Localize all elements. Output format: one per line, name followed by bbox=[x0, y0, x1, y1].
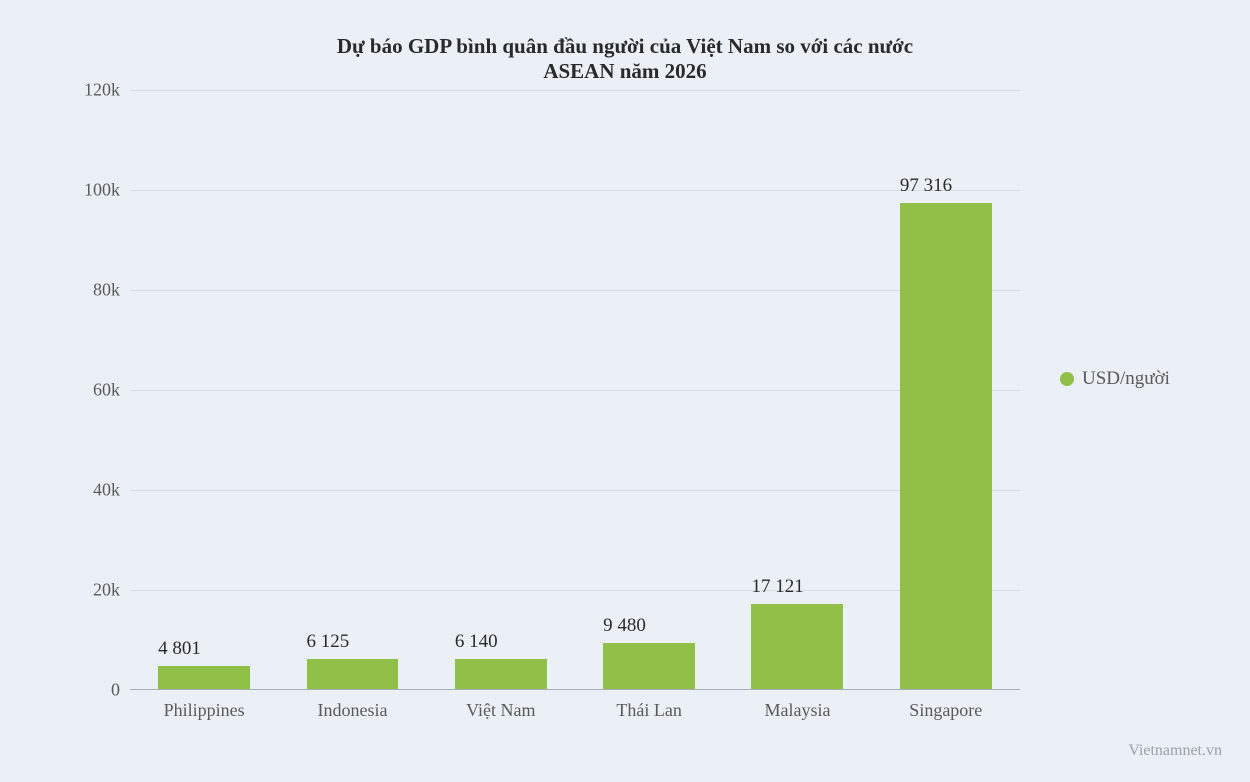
y-tick-label: 120k bbox=[84, 80, 120, 101]
chart-container: Dự báo GDP bình quân đầu người của Việt … bbox=[0, 0, 1250, 782]
legend-label: USD/người bbox=[1082, 368, 1170, 390]
bar-slot: 97 316Singapore bbox=[872, 90, 1020, 690]
bar-rect: 6 125 bbox=[307, 659, 399, 690]
bar-value-label: 6 140 bbox=[455, 631, 498, 653]
bar-value-label: 6 125 bbox=[307, 631, 350, 653]
bar-slot: 6 140Việt Nam bbox=[427, 90, 575, 690]
bar-slot: 9 480Thái Lan bbox=[575, 90, 723, 690]
bar-value-label: 97 316 bbox=[900, 175, 952, 197]
y-tick-label: 80k bbox=[93, 280, 120, 301]
bars-row: 4 801Philippines6 125Indonesia6 140Việt … bbox=[130, 90, 1020, 690]
x-tick-label: Indonesia bbox=[317, 700, 387, 721]
y-tick-label: 60k bbox=[93, 380, 120, 401]
bar-rect: 97 316 bbox=[900, 203, 992, 690]
bar-slot: 17 121Malaysia bbox=[723, 90, 871, 690]
legend: USD/người bbox=[1060, 368, 1170, 390]
x-tick-label: Singapore bbox=[909, 700, 982, 721]
y-tick-label: 100k bbox=[84, 180, 120, 201]
plot-area: 4 801Philippines6 125Indonesia6 140Việt … bbox=[130, 90, 1020, 690]
bar-rect: 17 121 bbox=[751, 604, 843, 690]
bar-slot: 4 801Philippines bbox=[130, 90, 278, 690]
bar-value-label: 17 121 bbox=[751, 576, 803, 598]
x-tick-label: Việt Nam bbox=[466, 700, 535, 721]
x-tick-label: Philippines bbox=[164, 700, 245, 721]
source-credit: Vietnamnet.vn bbox=[1128, 742, 1222, 760]
bar-rect: 4 801 bbox=[158, 666, 250, 690]
x-tick-label: Thái Lan bbox=[616, 700, 681, 721]
y-tick-label: 40k bbox=[93, 480, 120, 501]
x-tick-label: Malaysia bbox=[764, 700, 830, 721]
bar-rect: 6 140 bbox=[455, 659, 547, 690]
bar-value-label: 4 801 bbox=[158, 638, 201, 660]
x-axis-line bbox=[130, 689, 1020, 690]
y-tick-label: 20k bbox=[93, 580, 120, 601]
legend-swatch-icon bbox=[1060, 372, 1074, 386]
bar-rect: 9 480 bbox=[603, 643, 695, 690]
y-tick-label: 0 bbox=[111, 680, 120, 701]
bar-value-label: 9 480 bbox=[603, 615, 646, 637]
bar-slot: 6 125Indonesia bbox=[278, 90, 426, 690]
chart-title: Dự báo GDP bình quân đầu người của Việt … bbox=[313, 34, 938, 84]
